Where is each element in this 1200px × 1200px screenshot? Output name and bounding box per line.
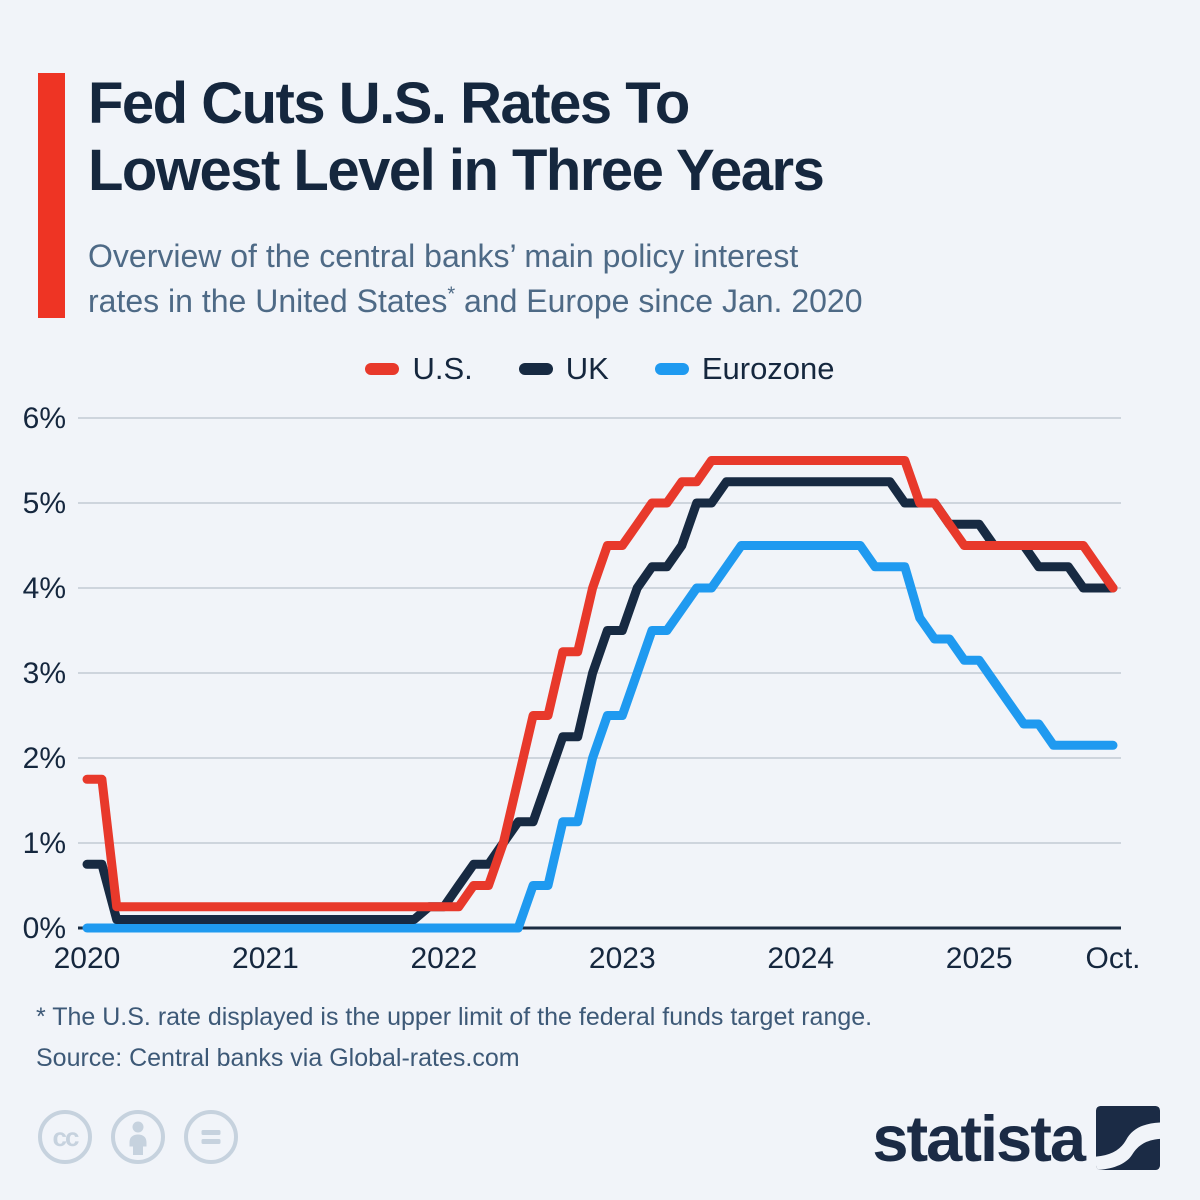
legend-item-uk: UK [518,351,609,387]
chart-footnotes: * The U.S. rate displayed is the upper l… [36,997,872,1079]
uk-series-swatch [518,363,553,375]
gridlines: 0% 1% 2% 3% 4% 5% 6% [23,402,1121,945]
series-line-eurozone [82,541,1118,933]
svg-text:cc: cc [53,1122,79,1152]
legend-label-eurozone: Eurozone [701,351,835,386]
chart-legend: U.S. UK Eurozone [0,346,1200,392]
us-series-swatch [365,363,400,375]
x-axis-tick-label: 2023 [589,942,656,975]
equal-sign-icon[interactable] [182,1108,240,1166]
legend-item-eurozone: Eurozone [654,351,835,387]
series-line-us [82,456,1118,912]
attribution-person-icon[interactable] [109,1108,167,1166]
series-line-uk [82,477,1118,924]
y-axis-tick-label: 2% [23,742,66,775]
y-axis-tick-label: 4% [23,572,66,605]
y-axis-tick-label: 6% [23,402,66,435]
cc-icon[interactable]: cc [36,1108,94,1166]
page-subtitle-line2: rates in the United States* and Europe s… [88,283,863,319]
statista-swoosh-icon [1096,1106,1160,1170]
x-axis-tick-label: 2024 [767,942,834,975]
y-axis-tick-label: 5% [23,487,66,520]
asterisk-note: * The U.S. rate displayed is the upper l… [36,1003,873,1031]
statista-wordmark: statista [872,1102,1086,1175]
page-title-line1: Fed Cuts U.S. Rates To [88,71,690,136]
footnote-asterisk-marker: * [447,283,456,306]
y-axis-tick-label: 0% [23,912,66,945]
x-axis-labels: 2020 2021 2022 2023 2024 2025 Oct. [54,942,1141,975]
legend-label-uk: UK [565,351,609,386]
title-accent-bar [38,73,65,318]
page-title: Fed Cuts U.S. Rates To Lowest Level in T… [88,70,825,204]
page-subtitle: Overview of the central banks’ main poli… [88,234,863,324]
source-note: Source: Central banks via Global-rates.c… [36,1044,520,1072]
statista-logo[interactable]: statista [872,1102,1160,1175]
license-icons: cc [36,1108,240,1166]
y-axis-tick-label: 3% [23,657,66,690]
x-axis-tick-label: 2025 [946,942,1013,975]
x-axis-tick-label: 2020 [54,942,121,975]
x-axis-tick-label: Oct. [1085,942,1140,975]
y-axis-tick-label: 1% [23,827,66,860]
legend-label-us: U.S. [412,351,473,386]
page-subtitle-line1: Overview of the central banks’ main poli… [88,238,799,274]
eurozone-series-swatch [654,363,689,375]
page-title-line2: Lowest Level in Three Years [88,138,825,203]
legend-item-us: U.S. [365,351,473,387]
x-axis-tick-label: 2021 [232,942,299,975]
x-axis-tick-label: 2022 [410,942,477,975]
